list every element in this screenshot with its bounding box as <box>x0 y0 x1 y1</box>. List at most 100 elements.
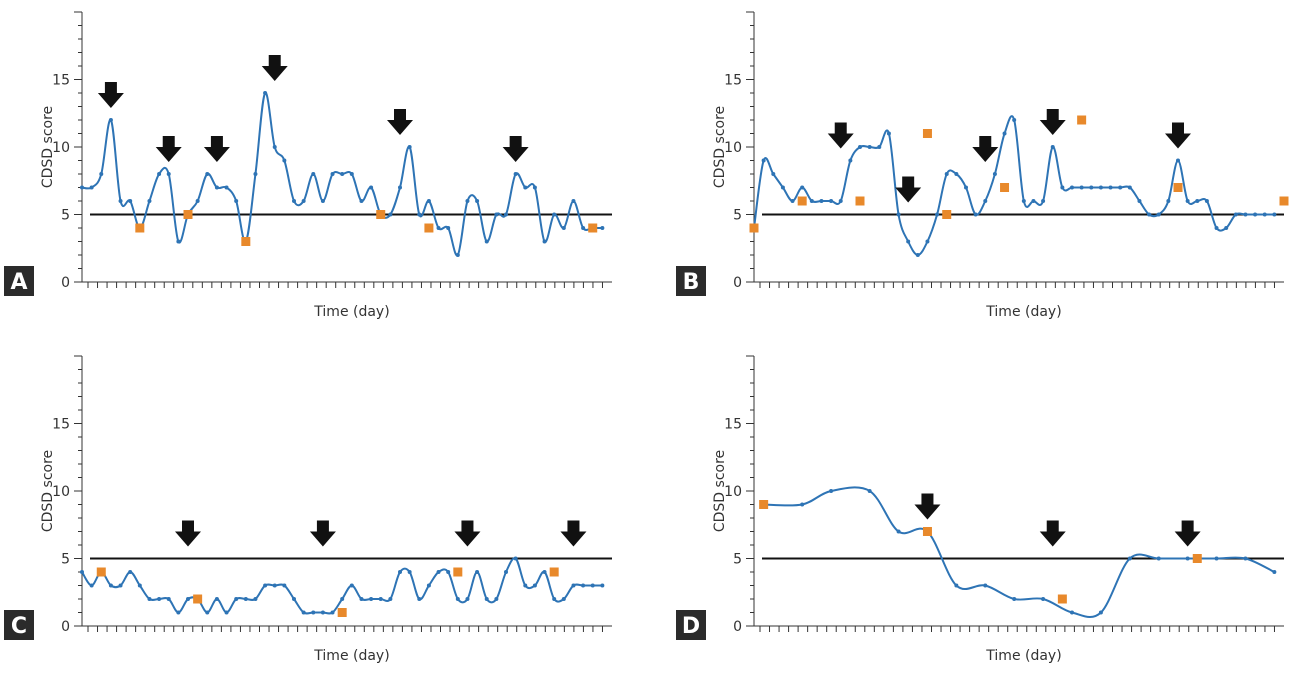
down-arrow <box>827 122 854 149</box>
data-point <box>1214 556 1219 561</box>
data-point <box>234 199 239 203</box>
y-tick-label: 15 <box>724 417 742 433</box>
chart-svg-b: 0 5 10 15 CDSD score Time (day) B <box>676 11 1289 320</box>
data-point <box>282 158 287 163</box>
data-point <box>1185 556 1190 561</box>
data-point <box>1021 199 1026 203</box>
data-point <box>426 583 431 588</box>
chart-panel-d: 0 5 10 15 CDSD score Time (day) D <box>672 344 1297 674</box>
data-point <box>176 610 181 615</box>
data-point <box>475 570 480 574</box>
data-point <box>973 212 978 217</box>
down-arrow <box>1165 122 1191 149</box>
data-point <box>80 185 84 190</box>
data-point <box>417 597 422 601</box>
data-point <box>935 212 940 217</box>
data-point <box>504 570 508 574</box>
data-point <box>600 583 605 588</box>
data-point <box>301 610 306 615</box>
data-point <box>992 172 997 176</box>
data-point <box>166 172 171 176</box>
data-point <box>436 226 441 230</box>
data-point <box>581 226 586 230</box>
data-point <box>954 172 959 176</box>
data-point <box>1041 597 1046 601</box>
data-point <box>552 212 557 217</box>
data-point <box>1098 185 1103 190</box>
data-point <box>1127 185 1132 190</box>
data-point <box>195 199 200 203</box>
data-point <box>829 489 834 493</box>
data-point <box>446 226 451 230</box>
data-point <box>224 185 229 190</box>
data-point <box>465 597 470 601</box>
down-arrow <box>1039 520 1066 547</box>
data-point <box>253 597 258 601</box>
highlight-marker <box>1173 183 1183 192</box>
highlight-marker <box>376 210 386 219</box>
data-point <box>108 583 113 588</box>
panel-letter-badge <box>4 610 34 640</box>
x-axis-title: Time (day) <box>985 648 1061 664</box>
data-point <box>340 172 345 176</box>
data-point <box>838 199 843 203</box>
data-point <box>1108 185 1113 190</box>
data-point <box>272 145 277 149</box>
data-point <box>128 199 133 203</box>
highlight-marker <box>1057 594 1067 604</box>
y-tick-label: 15 <box>52 417 70 433</box>
panel-letter-badge <box>676 610 706 640</box>
data-point <box>1253 212 1258 217</box>
down-arrow <box>502 136 529 162</box>
data-point <box>465 199 470 203</box>
data-point <box>877 145 882 149</box>
panel-letter-badge <box>4 266 34 296</box>
data-point <box>426 199 431 203</box>
data-point <box>504 212 508 217</box>
data-point <box>561 226 566 230</box>
highlight-marker <box>922 527 932 536</box>
y-tick-label: 15 <box>724 73 742 89</box>
data-point <box>1243 556 1248 561</box>
data-point <box>571 583 576 588</box>
data-point <box>224 610 229 615</box>
panel-letter: A <box>10 270 27 295</box>
data-point <box>369 185 374 190</box>
data-point <box>1224 226 1229 230</box>
highlight-marker <box>241 237 251 246</box>
data-point <box>398 570 402 574</box>
chart-panel-a: 0 5 10 15 CDSD score Time (day) A <box>0 0 640 330</box>
data-point <box>954 583 959 588</box>
data-point <box>89 583 94 588</box>
y-tick-label: 5 <box>61 552 70 568</box>
data-point <box>542 239 547 244</box>
data-point <box>600 226 605 230</box>
data-point <box>1214 226 1219 230</box>
data-point <box>1176 158 1180 163</box>
down-arrow <box>1039 109 1066 135</box>
data-point <box>253 172 258 176</box>
data-point <box>819 199 824 203</box>
data-point <box>272 583 277 588</box>
data-point <box>147 199 152 203</box>
data-point <box>590 583 595 588</box>
data-point <box>1079 185 1084 190</box>
y-tick-label: 5 <box>733 552 742 568</box>
data-point <box>771 172 776 176</box>
chart-svg-a: 0 5 10 15 CDSD score Time (day) A <box>4 11 612 320</box>
data-point <box>349 172 354 176</box>
data-point <box>263 91 268 95</box>
data-point <box>118 199 123 203</box>
data-point <box>1050 145 1055 149</box>
data-point <box>214 597 219 601</box>
data-point <box>1147 212 1152 217</box>
data-point <box>1156 212 1161 217</box>
data-point <box>1012 118 1017 122</box>
data-point <box>147 597 152 601</box>
chart-panel-b: 0 5 10 15 CDSD score Time (day) B <box>672 0 1297 330</box>
down-arrow <box>972 136 999 162</box>
data-point <box>829 199 834 203</box>
data-point <box>157 172 162 176</box>
data-point <box>780 185 785 190</box>
down-arrow <box>1174 520 1201 547</box>
